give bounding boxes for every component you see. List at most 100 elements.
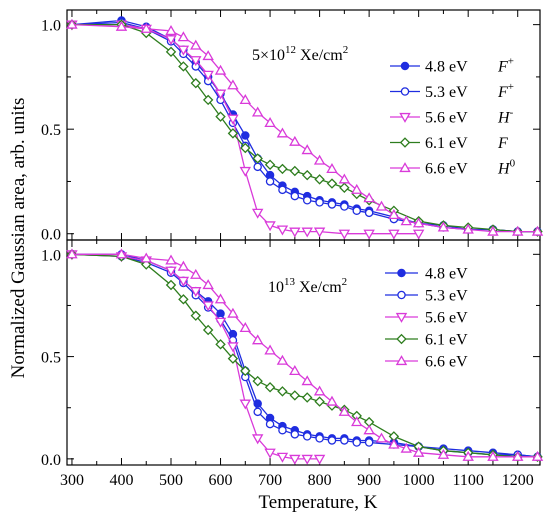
data-point <box>190 268 202 279</box>
data-point <box>241 131 250 140</box>
plot-frame <box>66 239 541 466</box>
data-point <box>227 114 239 125</box>
legend-marker <box>400 61 410 71</box>
data-point <box>264 448 276 459</box>
data-point <box>531 450 544 461</box>
data-point <box>289 227 301 238</box>
data-point <box>363 229 375 240</box>
data-point <box>253 162 262 172</box>
data-point <box>301 375 313 386</box>
x-tick-label: 500 <box>159 472 183 489</box>
data-point <box>165 279 177 291</box>
data-point <box>115 248 128 259</box>
data-point <box>301 392 313 403</box>
data-point <box>400 215 412 226</box>
data-point <box>511 450 524 461</box>
data-point <box>487 450 499 461</box>
data-point <box>66 248 78 259</box>
data-point <box>215 339 226 350</box>
data-point <box>239 93 252 105</box>
x-tick-label: 1100 <box>452 472 483 489</box>
data-point <box>251 434 264 445</box>
data-point <box>388 438 400 449</box>
data-point <box>289 165 301 177</box>
data-point <box>301 169 313 181</box>
legend-center-symbol: F+ <box>497 81 514 101</box>
data-point <box>227 128 239 139</box>
data-point <box>375 432 388 443</box>
data-point <box>289 364 301 376</box>
data-point <box>239 399 252 410</box>
data-point <box>240 142 251 154</box>
data-point <box>326 395 338 406</box>
data-point <box>487 225 499 236</box>
x-tick-label: 1200 <box>502 472 534 489</box>
data-point <box>190 77 201 89</box>
legend-label: 6.6 eV <box>425 161 468 178</box>
data-point <box>313 154 326 165</box>
data-point <box>239 166 252 177</box>
data-point <box>214 317 227 328</box>
data-point <box>338 173 351 184</box>
legend-marker <box>400 87 410 96</box>
data-point <box>177 276 190 287</box>
data-point <box>327 436 337 445</box>
data-point <box>364 438 374 447</box>
data-point <box>177 31 190 42</box>
data-point <box>264 159 276 170</box>
legend-label: 6.6 eV <box>425 354 468 371</box>
x-tick-label: 800 <box>308 472 332 489</box>
data-point <box>363 424 375 435</box>
y-tick-label: 1.0 <box>41 18 61 35</box>
x-tick-label: 700 <box>258 472 282 489</box>
data-point <box>165 24 177 36</box>
data-point <box>313 385 326 396</box>
data-point <box>251 208 264 219</box>
data-point <box>301 227 313 238</box>
data-point <box>363 192 375 203</box>
data-point <box>264 382 276 393</box>
data-point <box>265 177 275 186</box>
data-point <box>190 56 202 67</box>
legend-label: 5.6 eV <box>425 310 468 327</box>
legend-marker <box>395 355 408 366</box>
panel-top: 0.0 0.5 1.0 5×1012 Xe/cm2 4.8 eV F+ 5.3 eV F+ 5.… <box>41 9 544 244</box>
data-point <box>264 221 276 232</box>
data-point <box>437 221 450 232</box>
data-point <box>178 61 189 72</box>
data-point <box>289 454 301 465</box>
data-point <box>289 390 301 401</box>
data-point <box>214 293 227 304</box>
x-tick-label: 300 <box>60 472 84 489</box>
legend-label: 6.1 eV <box>425 332 468 349</box>
data-point <box>326 162 338 174</box>
data-point <box>227 79 239 90</box>
data-point <box>340 436 349 445</box>
data-point <box>277 163 288 175</box>
legend-marker <box>397 290 406 300</box>
data-point <box>302 196 312 205</box>
legend-label: 4.8 eV <box>425 266 468 283</box>
data-point <box>511 225 524 236</box>
data-point <box>115 20 128 31</box>
data-point <box>264 344 276 355</box>
data-point <box>388 208 400 220</box>
x-tick-label: 400 <box>109 472 133 489</box>
legend-center-symbol: F <box>497 135 508 152</box>
legend-center-symbol: H0 <box>497 158 516 178</box>
x-tick-label: 600 <box>209 472 233 489</box>
y-axis-label: Normalized Gaussian area, arb. units <box>8 98 29 379</box>
data-point <box>251 106 264 117</box>
legend-label: 5.3 eV <box>425 288 468 305</box>
data-point <box>214 64 227 75</box>
data-point <box>265 419 275 429</box>
data-point <box>290 191 300 201</box>
data-point <box>202 70 214 81</box>
x-axis-label: Temperature, K <box>259 492 378 513</box>
data-point <box>326 178 338 189</box>
data-point <box>313 227 326 238</box>
data-point <box>165 46 177 58</box>
data-point <box>253 407 262 417</box>
data-point <box>412 229 425 240</box>
data-point <box>190 287 202 298</box>
